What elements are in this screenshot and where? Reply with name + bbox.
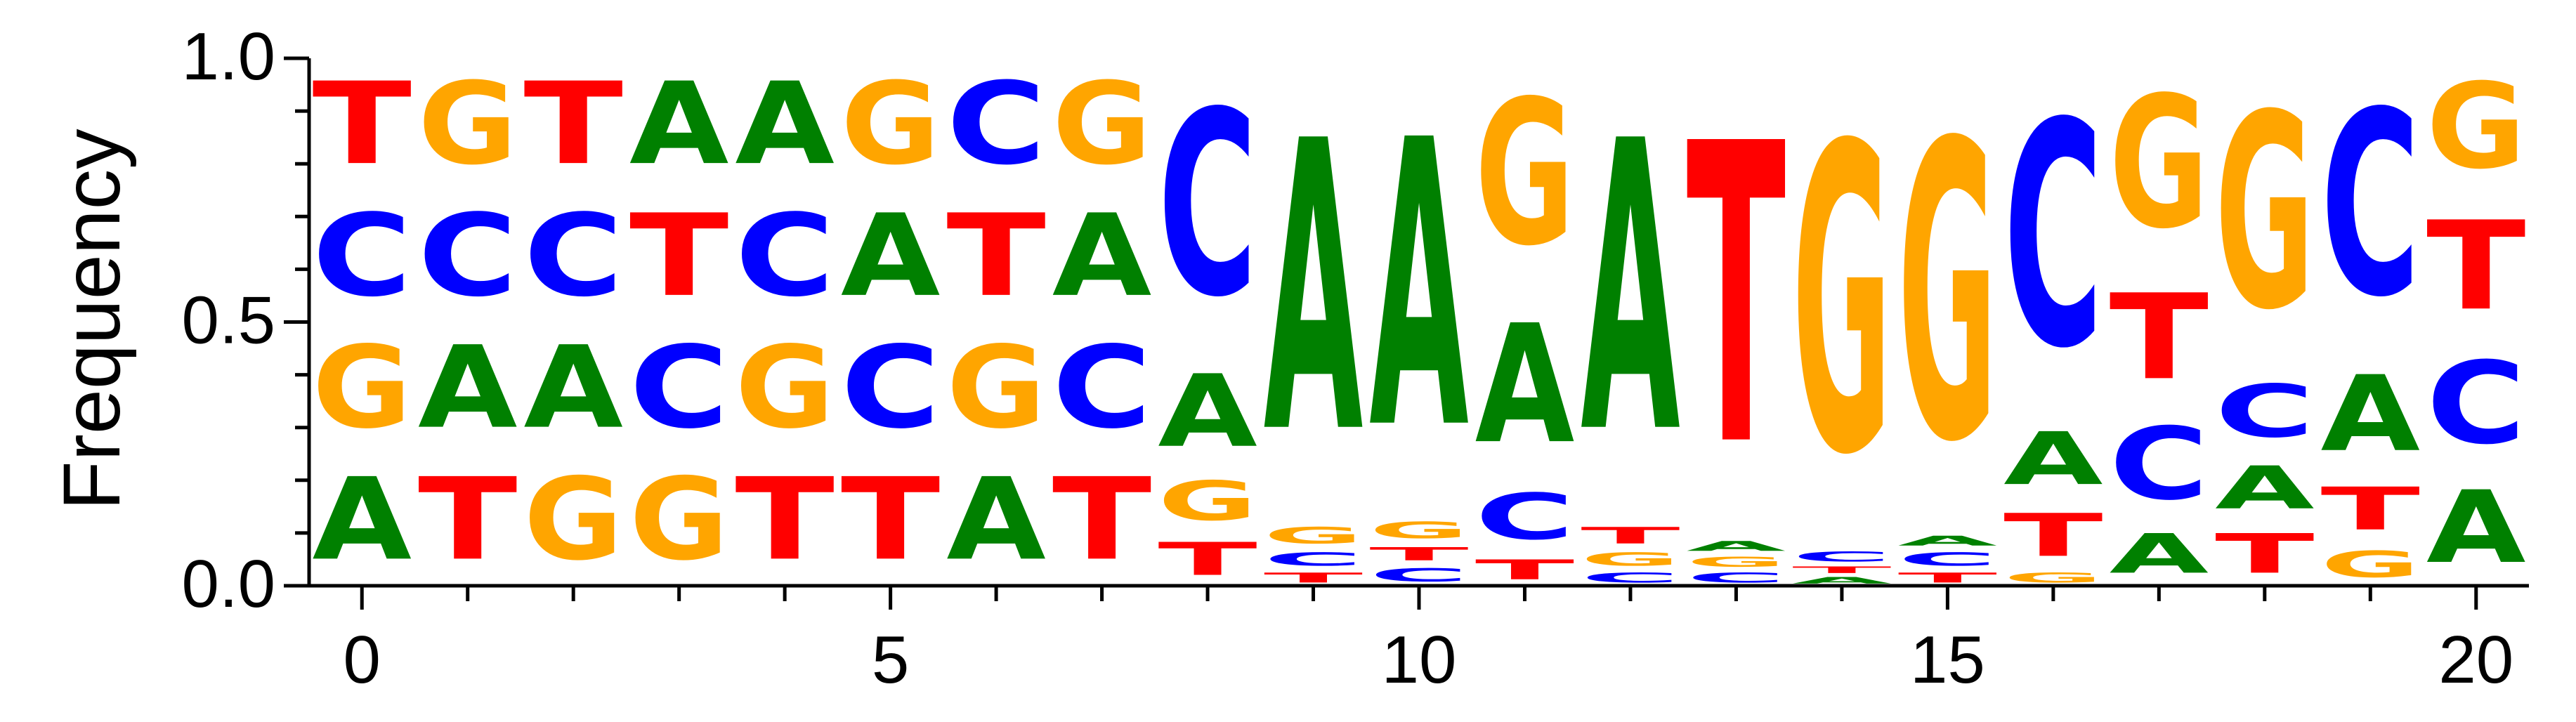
logo-letter-T: T: [313, 58, 412, 190]
logo-letter-G: G: [2426, 58, 2525, 195]
logo-letter-A: A: [1369, 58, 1470, 516]
logo-letter-C: C: [1052, 322, 1151, 454]
logo-letter-G: G: [1264, 523, 1363, 549]
logo-letter-C: C: [2321, 58, 2420, 353]
logo-letter-A: A: [1687, 538, 1786, 554]
x-tick-label: 0: [344, 622, 381, 697]
logo-letter-G: G: [735, 322, 834, 454]
logo-letter-G: G: [629, 454, 728, 586]
logo-letter-A: A: [2321, 354, 2420, 475]
logo-letter-T: T: [2003, 501, 2103, 570]
logo-letter-T: T: [1475, 554, 1574, 586]
logo-letter-C: C: [629, 322, 728, 454]
logo-letter-A: A: [841, 190, 940, 322]
logo-letter-C: C: [1264, 549, 1363, 570]
logo-letter-T: T: [2215, 523, 2314, 586]
logo-letter-T: T: [1792, 565, 1891, 575]
logo-letter-A: A: [1898, 533, 1997, 549]
logo-letter-C: C: [418, 190, 517, 322]
logo-letter-G: G: [1687, 554, 1786, 570]
logo-letter-T: T: [735, 454, 834, 585]
logo-letter-T: T: [1581, 523, 1680, 549]
logo-letter-A: A: [735, 58, 834, 190]
logo-letter-G: G: [2215, 58, 2314, 369]
logo-letter-G: G: [841, 58, 940, 190]
logo-letter-C: C: [2003, 58, 2103, 416]
logo-letter-T: T: [629, 190, 728, 322]
logo-letter-G: G: [1898, 57, 1997, 531]
logo-letter-C: C: [1687, 570, 1786, 586]
axes: 0.0 0.5 1.0 0 5 10 15 20: [182, 19, 2529, 697]
logo-letter-A: A: [418, 322, 517, 454]
logo-letter-A: A: [946, 454, 1045, 586]
logo-letter-T: T: [1898, 570, 1997, 586]
logo-letter-A: A: [1052, 190, 1151, 322]
logo-letter-G: G: [2110, 58, 2209, 269]
x-tick-label: 5: [872, 622, 909, 697]
logo-letter-C: C: [2426, 337, 2525, 469]
logo-letter-T: T: [2426, 195, 2525, 338]
logo-letter-G: G: [418, 58, 517, 190]
logo-letter-G: G: [1475, 58, 1574, 290]
y-axis-label: Frequency: [47, 129, 137, 511]
logo-letter-G: G: [2003, 570, 2103, 586]
logo-letter-G: G: [1581, 549, 1680, 570]
logo-letter-T: T: [1158, 533, 1257, 586]
logo-letter-A: A: [2110, 523, 2209, 586]
logo-letter-T: T: [418, 454, 517, 585]
logo-letter-T: T: [841, 454, 940, 585]
logo-letter-T: T: [1264, 570, 1363, 586]
letter-stacks: AGCTTACGGACTGCTATGCATCAGAGTCTCAGTGACTCGA…: [313, 57, 2526, 586]
logo-letter-T: T: [2110, 270, 2209, 407]
x-tick-label: 20: [2438, 622, 2513, 697]
logo-letter-G: G: [1792, 58, 1891, 548]
logo-letter-G: G: [946, 322, 1045, 454]
logo-letter-A: A: [523, 322, 622, 454]
logo-letter-T: T: [2321, 475, 2421, 544]
logo-letter-G: G: [1158, 470, 1257, 533]
logo-letter-G: G: [523, 454, 622, 586]
logo-letter-A: A: [1264, 58, 1364, 522]
x-tick-label: 15: [1910, 622, 1985, 697]
logo-letter-A: A: [2003, 416, 2103, 501]
logo-letter-A: A: [1581, 58, 1681, 522]
logo-letter-A: A: [313, 454, 412, 586]
logo-letter-G: G: [1052, 58, 1151, 190]
logo-letter-A: A: [2426, 469, 2525, 586]
logo-letter-C: C: [1581, 570, 1680, 586]
logo-letter-C: C: [1792, 549, 1891, 565]
logo-letter-G: G: [2321, 544, 2420, 586]
logo-letter-C: C: [841, 322, 940, 454]
logo-letter-T: T: [1369, 544, 1468, 565]
y-tick-label: 0.5: [182, 283, 275, 358]
logo-letter-G: G: [1369, 518, 1468, 544]
logo-letter-T: T: [946, 190, 1045, 322]
logo-letter-C: C: [1898, 549, 1997, 570]
logo-letter-C: C: [2215, 370, 2314, 454]
y-tick-label: 1.0: [182, 19, 275, 94]
y-tick-label: 0.0: [182, 546, 275, 622]
x-tick-label: 10: [1382, 622, 1457, 697]
logo-letter-C: C: [735, 190, 834, 322]
logo-letter-C: C: [1369, 565, 1468, 586]
logo-letter-A: A: [1158, 353, 1257, 470]
logo-letter-A: A: [2215, 454, 2314, 523]
logo-letter-C: C: [1475, 480, 1574, 554]
logo-letter-A: A: [629, 58, 728, 190]
logo-letter-T: T: [1052, 454, 1151, 585]
logo-letter-A: A: [1475, 291, 1574, 480]
logo-letter-C: C: [313, 190, 412, 322]
logo-letter-T: T: [1687, 58, 1787, 537]
logo-letter-A: A: [1792, 575, 1891, 586]
logo-letter-T: T: [523, 58, 622, 190]
logo-letter-C: C: [2110, 406, 2209, 522]
logo-letter-C: C: [1158, 58, 1257, 353]
logo-letter-C: C: [946, 58, 1045, 190]
logo-letter-G: G: [313, 322, 412, 454]
logo-letter-C: C: [523, 190, 622, 322]
